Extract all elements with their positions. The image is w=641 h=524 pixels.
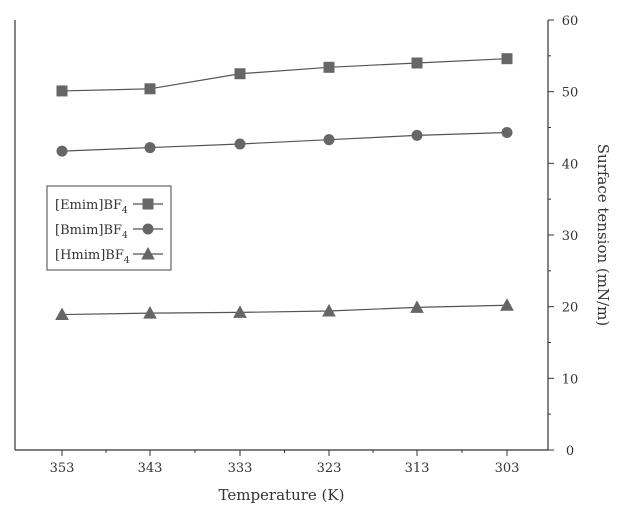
data-point [143,306,157,319]
axes: 0 10 20 30 40 50 60 353 343 333 323 313 303 [14,14,579,476]
data-point [144,83,156,95]
legend-entry: [Emim]BF4 [55,198,163,216]
y-tick-label: 50 [562,86,579,101]
legend-label: [Hmim]BF4 [55,248,130,266]
x-tick-label: 343 [138,461,163,476]
legend: [Emim]BF4 [Bmim]BF4 [Hmim]BF4 [46,185,172,271]
x-tick-label: 303 [495,461,520,476]
series-2 [56,127,513,157]
data-point [323,134,335,146]
x-tick-label: 313 [405,461,430,476]
data-point [500,298,514,311]
y-tick-label: 60 [562,14,579,29]
data-point [411,129,423,141]
data-point [56,85,68,97]
data-point [323,61,335,73]
x-tick-label: 323 [317,461,342,476]
x-tick-label: 333 [228,461,253,476]
legend-marker [142,198,154,210]
legend-label: [Bmim]BF4 [55,223,128,241]
data-point [501,53,513,65]
data-point [501,127,513,139]
y-axis-title: Surface tension (mN/m) [594,144,612,327]
y-tick-label: 0 [566,444,574,459]
y-tick-label: 20 [562,301,579,316]
data-point [233,305,247,318]
series-line [61,304,508,316]
series-1 [56,53,513,97]
data-point [56,145,68,157]
x-axis-title: Temperature (K) [219,486,345,504]
data-point [411,57,423,69]
legend-entry: [Bmim]BF4 [55,223,163,241]
x-tick-label: 353 [50,461,75,476]
data-point [234,138,246,150]
data-point [144,142,156,154]
data-point [410,300,424,313]
series-layer [55,53,514,321]
data-point [234,68,246,80]
legend-label: [Emim]BF4 [55,198,128,216]
series-3 [55,298,514,321]
legend-marker [141,246,155,260]
series-line [61,131,508,152]
legend-entry: [Hmim]BF4 [55,246,163,266]
y-tick-label: 30 [562,229,579,244]
data-point [322,303,336,317]
y-tick-label: 40 [562,157,579,172]
y-tick-label: 10 [562,372,579,387]
legend-marker [142,223,154,235]
series-line [61,58,508,92]
data-point [55,307,69,321]
